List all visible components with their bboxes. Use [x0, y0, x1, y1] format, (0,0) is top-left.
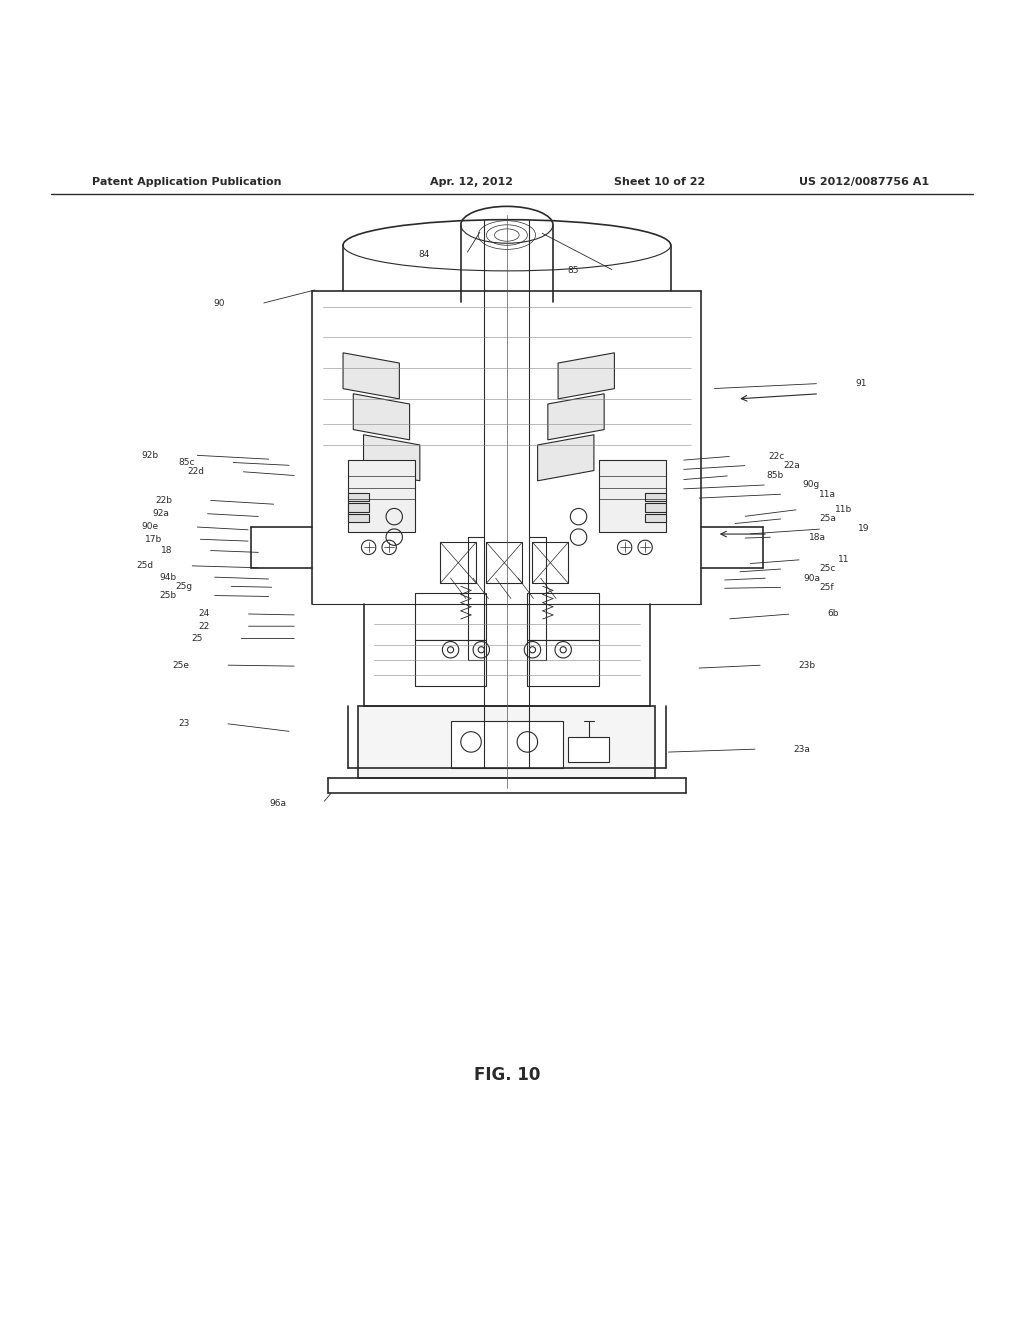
Bar — [645, 503, 666, 512]
Polygon shape — [353, 393, 410, 440]
Text: 25: 25 — [191, 634, 203, 643]
Text: 85b: 85b — [766, 471, 783, 480]
Text: 22: 22 — [199, 622, 210, 631]
Text: 23: 23 — [178, 719, 189, 729]
Text: 25a: 25a — [819, 515, 836, 523]
Text: 23b: 23b — [799, 660, 816, 669]
Text: 25c: 25c — [819, 565, 836, 573]
Text: 23a: 23a — [794, 744, 810, 754]
Text: 90a: 90a — [804, 574, 821, 582]
Text: 22b: 22b — [155, 496, 172, 504]
Text: 18: 18 — [161, 546, 172, 554]
Bar — [348, 494, 369, 502]
Bar — [415, 594, 486, 639]
Text: 11a: 11a — [819, 490, 837, 499]
Bar — [568, 737, 609, 763]
Text: 11: 11 — [838, 556, 849, 564]
Bar — [532, 543, 568, 583]
Text: 18a: 18a — [809, 532, 826, 541]
Bar — [527, 594, 599, 639]
Bar — [599, 461, 666, 532]
Bar — [645, 513, 666, 521]
Text: 24: 24 — [199, 610, 210, 618]
Bar — [486, 543, 522, 583]
Bar — [358, 706, 655, 777]
Text: 91: 91 — [855, 379, 866, 388]
Text: 25e: 25e — [172, 660, 189, 669]
Bar — [440, 543, 476, 583]
Text: Sheet 10 of 22: Sheet 10 of 22 — [614, 177, 706, 187]
Text: 25b: 25b — [159, 591, 176, 601]
Text: 85c: 85c — [178, 458, 195, 467]
Text: 22a: 22a — [783, 461, 800, 470]
Text: Apr. 12, 2012: Apr. 12, 2012 — [430, 177, 513, 187]
Bar — [527, 639, 599, 685]
Bar — [348, 513, 369, 521]
Bar — [348, 503, 369, 512]
Text: 25f: 25f — [819, 583, 834, 591]
Text: 90e: 90e — [141, 523, 159, 532]
Text: FIG. 10: FIG. 10 — [474, 1065, 540, 1084]
Text: 25g: 25g — [175, 582, 193, 591]
Text: 22d: 22d — [187, 467, 205, 477]
Text: 25d: 25d — [136, 561, 154, 570]
Text: 84: 84 — [419, 249, 430, 259]
Bar — [348, 461, 415, 532]
Polygon shape — [364, 434, 420, 480]
Text: 96a: 96a — [269, 799, 287, 808]
Text: 92a: 92a — [153, 510, 169, 517]
Text: 92b: 92b — [141, 450, 159, 459]
Bar — [451, 722, 563, 767]
Text: 90: 90 — [214, 300, 225, 308]
Polygon shape — [538, 434, 594, 480]
Text: Patent Application Publication: Patent Application Publication — [92, 177, 282, 187]
Text: 90g: 90g — [803, 480, 820, 490]
Text: 17b: 17b — [144, 535, 162, 544]
Bar — [645, 494, 666, 502]
Text: 94b: 94b — [159, 573, 176, 582]
Text: 11b: 11b — [835, 506, 852, 513]
Text: 85: 85 — [567, 267, 579, 276]
Text: 6b: 6b — [827, 610, 839, 618]
Bar — [415, 639, 486, 685]
Text: 22c: 22c — [768, 451, 784, 461]
Text: 19: 19 — [858, 524, 869, 533]
Text: US 2012/0087756 A1: US 2012/0087756 A1 — [799, 177, 929, 187]
Polygon shape — [343, 352, 399, 399]
Polygon shape — [548, 393, 604, 440]
Polygon shape — [558, 352, 614, 399]
